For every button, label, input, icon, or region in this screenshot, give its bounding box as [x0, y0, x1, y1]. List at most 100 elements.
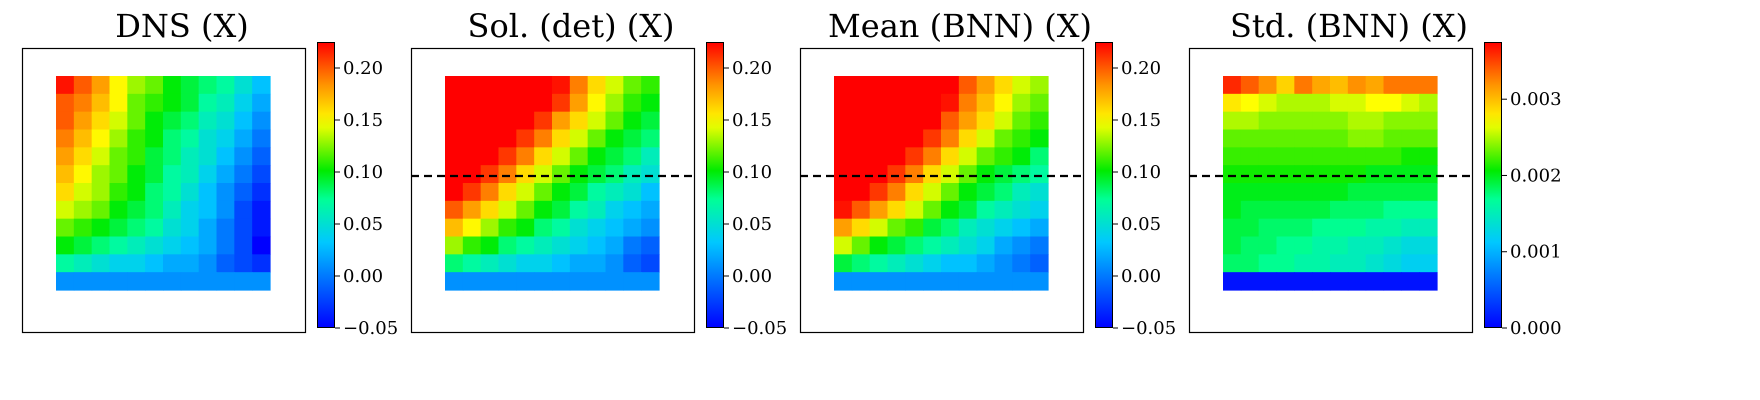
- heatmap-cell: [905, 93, 924, 113]
- heatmap-cell: [905, 165, 924, 184]
- heatmap-cell: [462, 147, 482, 166]
- colorbar-tick-label: 0.15: [732, 110, 772, 131]
- heatmap-cell: [498, 111, 517, 131]
- heatmap-cell: [958, 165, 978, 184]
- heatmap-cell: [198, 147, 218, 166]
- heatmap-cell: [587, 165, 607, 184]
- heatmap-cell: [1383, 183, 1402, 202]
- heatmap-cell: [480, 147, 500, 166]
- heatmap-cell: [516, 93, 535, 113]
- heatmap-cell: [1419, 254, 1438, 273]
- heatmap-cell: [127, 183, 146, 202]
- heatmap-cell: [1240, 200, 1260, 220]
- heatmap-cell: [198, 254, 218, 273]
- heatmap-cell: [73, 147, 93, 166]
- heatmap-cell: [1294, 272, 1313, 291]
- heatmap-cell: [605, 254, 624, 273]
- heatmap-cell: [923, 183, 942, 202]
- heatmap-cell: [516, 129, 535, 148]
- colorbar-tick-label: −0.05: [1121, 318, 1176, 339]
- heatmap-cell: [641, 218, 660, 238]
- heatmap-cell: [252, 183, 271, 202]
- heatmap-cell: [445, 76, 464, 95]
- heatmap-cell: [887, 129, 906, 148]
- heatmap-cell: [1383, 254, 1402, 273]
- heatmap-cell: [1276, 147, 1295, 166]
- heatmap-cell: [605, 272, 624, 291]
- heatmap-cell: [923, 254, 942, 273]
- heatmap-cell: [1330, 165, 1349, 184]
- heatmap-cell: [1383, 218, 1402, 238]
- heatmap-cell: [109, 93, 128, 113]
- heatmap-cell: [462, 254, 482, 273]
- heatmap-cell: [516, 111, 535, 131]
- heatmap-cell: [569, 183, 589, 202]
- heatmap-cell: [941, 129, 960, 148]
- heatmap-cell: [1419, 129, 1438, 148]
- heatmap-cell: [1419, 200, 1438, 220]
- heatmap-cell: [623, 200, 642, 220]
- heatmap-cell: [1347, 76, 1367, 95]
- heatmap-cell: [552, 76, 571, 95]
- heatmap-cell: [91, 93, 111, 113]
- heatmap-cell: [887, 93, 906, 113]
- colorbar-tick-label: 0.00: [343, 266, 383, 287]
- heatmap-cell: [587, 200, 607, 220]
- heatmap-cell: [109, 147, 128, 166]
- heatmap-cell: [56, 147, 75, 166]
- heatmap-cell: [1223, 254, 1242, 273]
- heatmap-cell: [1347, 93, 1367, 113]
- heatmap-cell: [923, 236, 942, 255]
- heatmap-cell: [163, 236, 182, 255]
- heatmap-cell: [923, 200, 942, 220]
- colorbar-tick-label: −0.05: [732, 318, 787, 339]
- heatmap-cell: [534, 183, 553, 202]
- heatmap-cell: [534, 111, 553, 131]
- heatmap-cell: [552, 111, 571, 131]
- heatmap-cell: [641, 111, 660, 131]
- heatmap-cell: [252, 129, 271, 148]
- heatmap-cell: [1294, 93, 1313, 113]
- heatmap-cell: [923, 147, 942, 166]
- colorbar-tick-label: 0.20: [732, 58, 772, 79]
- heatmap-cell: [109, 129, 128, 148]
- heatmap-cell: [1365, 236, 1385, 255]
- heatmap-cell: [163, 183, 182, 202]
- heatmap-cell: [569, 111, 589, 131]
- heatmap-cell: [163, 218, 182, 238]
- heatmap-cell: [127, 254, 146, 273]
- heatmap-cell: [623, 236, 642, 255]
- heatmap-cell: [1365, 93, 1385, 113]
- heatmap-cell: [1383, 165, 1402, 184]
- heatmap-cell: [1223, 76, 1242, 95]
- heatmap-cell: [552, 254, 571, 273]
- heatmap-cell: [834, 272, 853, 291]
- heatmap-cell: [923, 218, 942, 238]
- heatmap-cell: [1223, 111, 1242, 131]
- heatmap-cell: [480, 111, 500, 131]
- heatmap-cell: [851, 93, 871, 113]
- heatmap-cell: [127, 129, 146, 148]
- heatmap-cell: [480, 272, 500, 291]
- heatmap-cell: [887, 147, 906, 166]
- heatmap-cell: [1258, 272, 1278, 291]
- heatmap-cell: [1383, 147, 1402, 166]
- heatmap-cell: [587, 236, 607, 255]
- heatmap-cell: [1258, 200, 1278, 220]
- heatmap-cell: [623, 183, 642, 202]
- heatmap-cell: [516, 218, 535, 238]
- heatmap-cell: [1223, 147, 1242, 166]
- heatmap-cell: [1365, 165, 1385, 184]
- heatmap-cell: [1401, 147, 1420, 166]
- heatmap-cell: [834, 165, 853, 184]
- heatmap-cell: [958, 218, 978, 238]
- heatmap-cell: [623, 254, 642, 273]
- heatmap-cell: [869, 111, 889, 131]
- heatmap-cell: [462, 183, 482, 202]
- heatmap-cell: [1258, 76, 1278, 95]
- heatmap-cell: [1419, 76, 1438, 95]
- heatmap-cell: [994, 272, 1013, 291]
- heatmap-cell: [1401, 129, 1420, 148]
- heatmap-cell: [994, 147, 1013, 166]
- heatmap-cell: [869, 218, 889, 238]
